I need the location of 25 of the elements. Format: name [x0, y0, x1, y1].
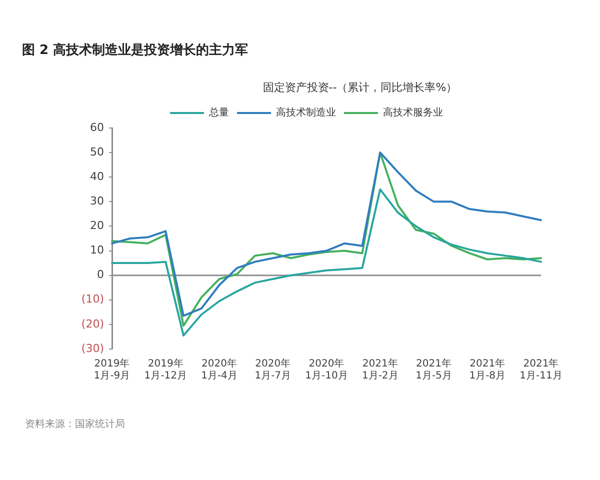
legend-label: 总量: [208, 106, 229, 119]
x-tick-label: 2021年 1月-8月: [469, 358, 506, 382]
y-tick-label: (30): [81, 342, 104, 355]
x-tick-label: 2021年 1月-2月: [362, 358, 398, 382]
legend-label: 高技术制造业: [276, 106, 336, 119]
x-tick-label: 2021年 1月-11月: [520, 358, 562, 382]
x-tick-label: 2020年 1月-10月: [305, 358, 348, 382]
x-tick-label: 2020年 1月-7月: [254, 358, 292, 382]
y-tick-label: 30: [90, 194, 104, 208]
x-tick-label: 2021年 1月-5月: [416, 358, 452, 382]
x-tick-label: 2020年 1月-4月: [201, 358, 238, 382]
y-tick-label: 0: [97, 268, 104, 282]
chart-title: 图 2 高技术制造业是投资增长的主力军: [22, 42, 248, 59]
x-tick-label: 2019年 1月-9月: [94, 358, 130, 382]
y-tick-label: 20: [90, 219, 104, 232]
text: 资料来源：国家统计局: [25, 418, 125, 431]
y-tick-label: 50: [90, 145, 104, 158]
y-tick-label: 40: [90, 170, 104, 183]
y-tick-label: (20): [81, 317, 104, 330]
y-tick-label: 10: [90, 244, 104, 257]
y-tick-label: 60: [90, 120, 104, 134]
chart-subtitle: 固定资产投资--（累计，同比增长率%）: [262, 80, 458, 95]
x-tick-label: 2019年 1月-12月: [144, 358, 187, 382]
legend-label: 高技术服务业: [383, 106, 443, 119]
y-tick-label: (10): [81, 292, 104, 306]
